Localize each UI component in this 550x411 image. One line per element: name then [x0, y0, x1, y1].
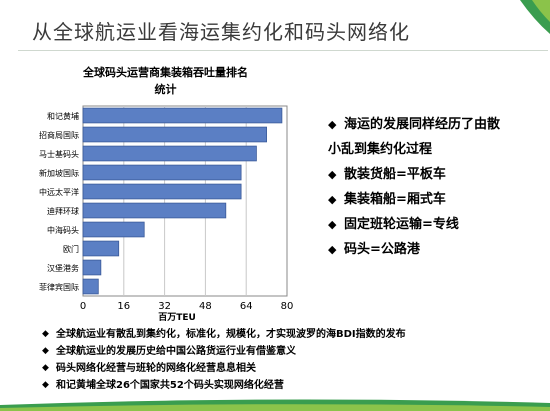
bottom-bullet-3: ◆ 码头网络化经营与班轮的网络化经营息息相关 [42, 360, 542, 377]
right-bullet-text: 集装箱船=厢式车 [344, 192, 446, 207]
right-bullet-5: ◆ 码头=公路港 [328, 237, 533, 262]
bottom-bullet-4: ◆ 和记黄埔全球26个国家共52个码头实现网络化经营 [42, 377, 542, 394]
bar [82, 278, 99, 295]
diamond-bullet-icon: ◆ [42, 380, 49, 390]
bar [82, 259, 102, 276]
category-label: 中海码头 [47, 225, 79, 235]
diamond-bullet-icon: ◆ [328, 168, 337, 181]
x-tick-label: 48 [199, 301, 212, 312]
bottom-bullet-text: 全球航运业有散乱到集约化，标准化，规模化，才实现波罗的海BDI指数的发布 [56, 329, 406, 340]
category-label: 招商局国际 [39, 130, 79, 140]
bottom-bullet-text: 码头网络化经营与班轮的网络化经营息息相关 [56, 363, 256, 374]
bar [82, 107, 283, 124]
category-label: 菲律宾国际 [39, 282, 79, 292]
bar [82, 202, 227, 219]
category-label: 迪拜环球 [47, 206, 79, 216]
x-tick-label: 0 [80, 301, 86, 312]
bar [82, 164, 242, 181]
right-bullet-text: 散装货船=平板车 [344, 167, 446, 182]
x-tick-label: 80 [281, 301, 294, 312]
corner-decoration [520, 0, 550, 34]
right-bullet-1-cont: 小乱到集约化过程 [328, 137, 533, 162]
bottom-bullet-1: ◆ 全球航运业有散乱到集约化，标准化，规模化，才实现波罗的海BDI指数的发布 [42, 326, 542, 343]
diamond-bullet-icon: ◆ [328, 193, 337, 206]
x-tick-label: 16 [117, 301, 130, 312]
chart-title-line-2: 统计 [154, 83, 177, 96]
bottom-bullet-text: 和记黄埔全球26个国家共52个码头实现网络化经营 [56, 380, 284, 391]
right-bullet-1: ◆ 海运的发展同样经历了由散 [328, 112, 533, 137]
right-bullet-text: 码头=公路港 [344, 242, 420, 257]
bottom-decoration [0, 399, 550, 411]
slide-title: 从全球航运业看海运集约化和码头网络化 [32, 20, 410, 44]
diamond-bullet-icon: ◆ [42, 329, 49, 339]
category-label: 欧门 [63, 244, 79, 254]
bar [82, 183, 242, 200]
category-label: 中远太平洋 [39, 187, 79, 197]
bar [82, 126, 268, 143]
chart-title: 全球码头运营商集装箱吞吐量排名 统计 [38, 64, 293, 98]
right-bullet-text-cont: 小乱到集约化过程 [328, 142, 433, 157]
category-label: 马士基码头 [39, 149, 79, 159]
diamond-bullet-icon: ◆ [328, 218, 337, 231]
right-bullet-text: 固定班轮运输=专线 [344, 217, 459, 232]
title-divider [18, 50, 548, 51]
bar [82, 221, 145, 238]
category-label: 汉堡港务 [47, 263, 79, 273]
category-label: 和记黄埔 [47, 111, 79, 121]
bottom-bullet-2: ◆ 全球航运业的发展历史给中国公路货运行业有借鉴意义 [42, 343, 542, 360]
chart-title-line-1: 全球码头运营商集装箱吞吐量排名 [83, 66, 248, 79]
right-bullet-2: ◆ 散装货船=平板车 [328, 162, 533, 187]
diamond-bullet-icon: ◆ [328, 118, 337, 131]
diamond-bullet-icon: ◆ [42, 363, 49, 373]
diamond-bullet-icon: ◆ [42, 346, 49, 356]
bottom-bullet-text: 全球航运业的发展历史给中国公路货运行业有借鉴意义 [56, 346, 296, 357]
right-bullet-3: ◆ 集装箱船=厢式车 [328, 187, 533, 212]
right-bullet-4: ◆ 固定班轮运输=专线 [328, 212, 533, 237]
diamond-bullet-icon: ◆ [328, 243, 337, 256]
category-label: 新加坡国际 [39, 168, 79, 178]
x-tick-label: 64 [240, 301, 253, 312]
bar [82, 240, 120, 257]
x-tick-label: 32 [158, 301, 171, 312]
bottom-bullet-list: ◆ 全球航运业有散乱到集约化，标准化，规模化，才实现波罗的海BDI指数的发布 ◆… [42, 326, 542, 394]
throughput-bar-chart: 0 16 32 48 64 80 百万TEU 和记黄埔招商局国际马士基码头新加坡国际中远太平洋… [39, 105, 294, 322]
bar [82, 145, 257, 162]
right-bullet-list: ◆ 海运的发展同样经历了由散 小乱到集约化过程 ◆ 散装货船=平板车 ◆ 集装箱… [328, 112, 533, 262]
x-axis-label: 百万TEU [158, 312, 196, 322]
right-bullet-text: 海运的发展同样经历了由散 [344, 117, 501, 132]
